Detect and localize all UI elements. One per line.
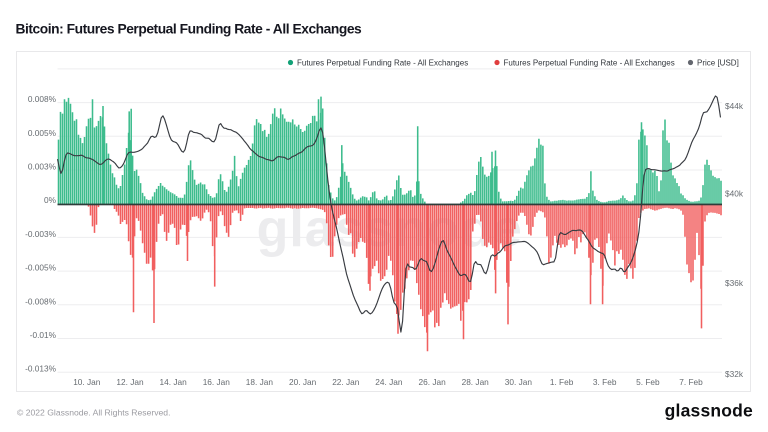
- svg-text:30. Jan: 30. Jan: [505, 377, 533, 387]
- svg-text:Bitcoin: Futures Perpetual Fun: Bitcoin: Futures Perpetual Funding Rate …: [16, 22, 363, 37]
- svg-text:20. Jan: 20. Jan: [289, 377, 317, 387]
- svg-text:3. Feb: 3. Feb: [593, 377, 617, 387]
- svg-text:$40k: $40k: [725, 188, 744, 198]
- svg-text:glassnode: glassnode: [665, 401, 753, 421]
- svg-text:© 2022 Glassnode. All Rights R: © 2022 Glassnode. All Rights Reserved.: [17, 408, 170, 418]
- svg-text:12. Jan: 12. Jan: [116, 377, 144, 387]
- svg-text:$32k: $32k: [725, 369, 744, 379]
- svg-text:0%: 0%: [44, 195, 57, 205]
- svg-text:1. Feb: 1. Feb: [550, 377, 574, 387]
- svg-text:14. Jan: 14. Jan: [159, 377, 187, 387]
- svg-text:5. Feb: 5. Feb: [636, 377, 660, 387]
- svg-text:-0.005%: -0.005%: [25, 263, 57, 273]
- svg-text:0.005%: 0.005%: [28, 128, 57, 138]
- svg-text:Price [USD]: Price [USD]: [697, 58, 739, 67]
- svg-text:18. Jan: 18. Jan: [246, 377, 274, 387]
- svg-text:10. Jan: 10. Jan: [73, 377, 101, 387]
- svg-text:7. Feb: 7. Feb: [679, 377, 703, 387]
- svg-text:16. Jan: 16. Jan: [203, 377, 231, 387]
- svg-text:Futures Perpetual Funding Rate: Futures Perpetual Funding Rate - All Exc…: [504, 58, 675, 67]
- svg-text:-0.008%: -0.008%: [25, 296, 57, 306]
- svg-text:0.003%: 0.003%: [28, 162, 57, 172]
- svg-text:$36k: $36k: [725, 278, 744, 288]
- svg-text:26. Jan: 26. Jan: [418, 377, 446, 387]
- svg-text:-0.01%: -0.01%: [30, 330, 57, 340]
- svg-text:0.008%: 0.008%: [28, 94, 57, 104]
- svg-text:-0.003%: -0.003%: [25, 229, 57, 239]
- svg-text:Futures Perpetual Funding Rate: Futures Perpetual Funding Rate - All Exc…: [297, 58, 468, 67]
- svg-text:22. Jan: 22. Jan: [332, 377, 360, 387]
- svg-text:-0.013%: -0.013%: [25, 364, 57, 374]
- svg-text:28. Jan: 28. Jan: [462, 377, 490, 387]
- svg-text:$44k: $44k: [725, 101, 744, 111]
- svg-text:24. Jan: 24. Jan: [375, 377, 403, 387]
